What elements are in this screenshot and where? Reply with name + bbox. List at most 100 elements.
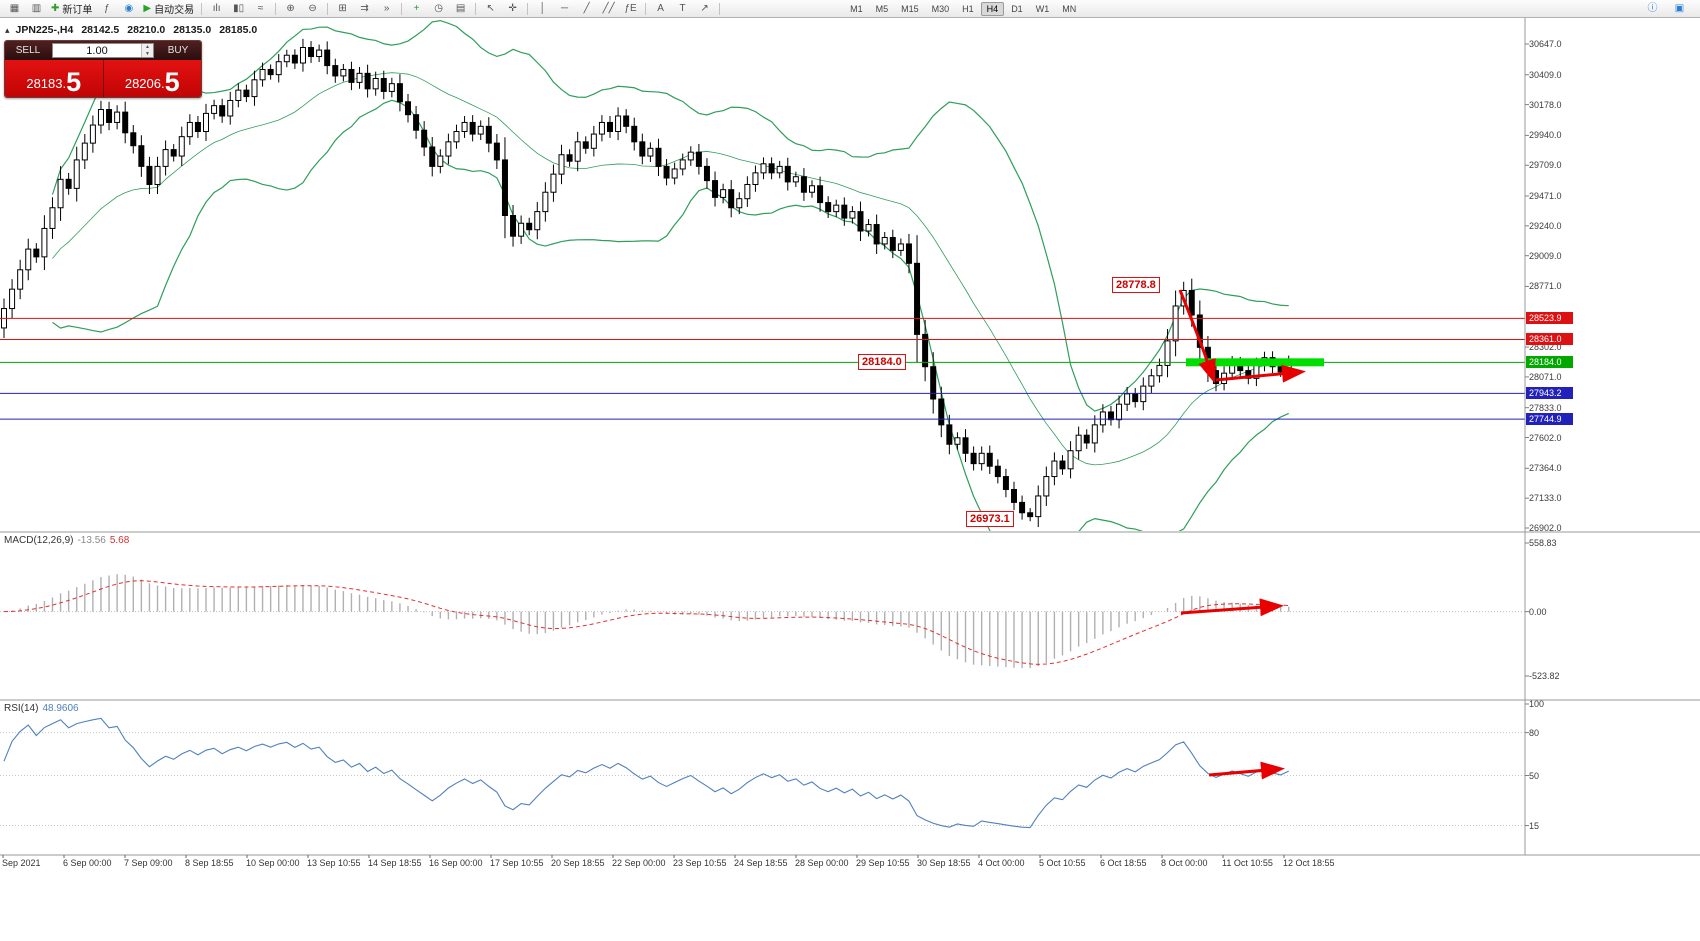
new-chart-icon[interactable]: ▦ [4,0,25,17]
time-axis-label: 28 Sep 00:00 [795,858,849,868]
mql-community-icon: ◉ [124,2,134,14]
bollinger-bands [51,19,1289,531]
timeframe-m5[interactable]: M5 [875,3,889,14]
timeframe-mn[interactable]: MN [1062,3,1077,14]
text-label-icon: T [679,2,686,14]
macd-signal-line [3,580,1289,665]
timeframe-w1[interactable]: W1 [1035,3,1050,14]
candlestick-chart-icon[interactable]: ▮▯ [228,0,249,17]
price-axis-tick: 29240.0 [1529,220,1562,231]
time-axis-label: 12 Oct 18:55 [1283,858,1335,868]
zoom-in-icon: ⊕ [286,2,295,14]
panels-icon[interactable]: ▣ [1669,0,1690,17]
new-order-button-label: 新订单 [62,5,93,16]
buy-button[interactable]: BUY [167,45,189,56]
timeframe-d1[interactable]: D1 [1011,3,1023,14]
toolbar-separator [275,2,277,15]
autotrading-button-label: 自动交易 [154,5,195,16]
indicators-icon: + [413,2,420,14]
toolbar-right-group: ⓘ ▣ [1642,0,1696,17]
price-axis-tick: 27364.0 [1529,463,1562,474]
vertical-line-icon[interactable]: │ [532,0,553,17]
price-annotation-label[interactable]: 28184.0 [858,354,906,370]
channel-icon[interactable]: ╱╱ [598,0,619,17]
sell-button[interactable]: SELL [15,45,41,56]
panels-icon: ▣ [1674,2,1685,14]
tile-windows-icon[interactable]: ⊞ [332,0,353,17]
bar-chart-icon[interactable]: ılı [206,0,227,17]
candlestick-chart-icon: ▮▯ [233,2,245,14]
time-axis-label: 30 Sep 18:55 [917,858,971,868]
time-axis-label: 5 Oct 10:55 [1039,858,1086,868]
autotrading-button[interactable]: ▶ 自动交易 [140,0,197,17]
time-axis-label: 20 Sep 18:55 [551,858,605,868]
trendline-icon[interactable]: ╱ [576,0,597,17]
trend-arrow[interactable] [1215,364,1306,383]
chart-shift-icon[interactable]: » [376,0,397,17]
macd-name: MACD(12,26,9) [4,535,74,546]
profiles-icon[interactable]: ▥ [26,0,47,17]
spin-down-icon[interactable]: ▼ [142,50,153,57]
timeframe-m1[interactable]: M1 [850,3,863,14]
text-label-icon[interactable]: T [672,0,693,17]
toolbar: ▦ ▥ ✚ 新订单 ƒ ◉ ▶ 自动交易 ılı ▮▯ ≈ ⊕ ⊖ ⊞ ⇉» + ◷ ▤ ↖ ✛ │ ─ ╱ ╱╱ ƒE A T ↗ M… [0,0,1700,18]
time-axis-label: 8 Sep 18:55 [185,858,234,868]
time-axis-label: 22 Sep 00:00 [612,858,666,868]
cursor-icon[interactable]: ↖ [480,0,501,17]
time-axis-label: 7 Sep 09:00 [124,858,173,868]
price-line-axis-label: 27943.2 [1526,387,1573,400]
one-click-toggle[interactable]: ▴ [5,24,10,35]
volume-input[interactable]: 1.00 ▲ ▼ [52,43,154,58]
macd-value-signal: 5.68 [109,535,130,546]
timeframe-m30[interactable]: M30 [931,3,950,14]
timeframe-group: M1 M5 M15 M30 H1 H4 D1 W1 MN [844,1,1082,16]
spin-up-icon[interactable]: ▲ [142,44,153,51]
timeframe-h1[interactable]: H1 [962,3,974,14]
time-axis-label: 11 Oct 10:55 [1222,858,1273,868]
auto-scroll-icon[interactable]: ⇉ [354,0,375,17]
sell-price-button[interactable]: 28183. 5 [5,60,104,97]
rsi-name: RSI(14) [4,703,39,714]
new-order-button[interactable]: ✚ 新订单 [48,0,95,17]
templates-icon[interactable]: ▤ [450,0,471,17]
periods-icon[interactable]: ◷ [428,0,449,17]
mql-community-icon[interactable]: ◉ [118,0,139,17]
zoom-out-icon[interactable]: ⊖ [302,0,323,17]
arrows-icon[interactable]: ↗ [694,0,715,17]
symbol-period-label: JPN225-,H4 [15,24,74,36]
time-axis-label: 16 Sep 00:00 [429,858,483,868]
price-line-axis-label: 28184.0 [1526,356,1573,369]
green-zone-band[interactable] [1186,358,1324,367]
toolbar-separator [201,2,203,15]
zoom-out-icon: ⊖ [308,2,317,14]
timeframe-m15[interactable]: M15 [901,3,919,14]
templates-icon: ▤ [455,2,466,14]
time-axis-label: 4 Oct 00:00 [978,858,1025,868]
trend-arrow[interactable] [1180,598,1284,617]
fibonacci-icon[interactable]: ƒE [620,0,641,17]
volume-spinner[interactable]: ▲ ▼ [141,44,153,57]
indicators-icon[interactable]: + [406,0,427,17]
price-annotation-label[interactable]: 28778.8 [1112,277,1160,293]
price-annotation-label[interactable]: 26973.1 [966,511,1014,527]
macd-indicator-label: MACD(12,26,9) -13.56 5.68 [4,535,129,546]
macd-axis-tick: 558.83 [1529,538,1557,548]
experts-icon[interactable]: ƒ [96,0,117,17]
zoom-in-icon[interactable]: ⊕ [280,0,301,17]
crosshair-icon[interactable]: ✛ [502,0,523,17]
price-axis-tick: 27602.0 [1529,432,1562,443]
toolbar-separator [527,2,529,15]
trend-arrow[interactable] [1178,289,1216,384]
price-hlines[interactable] [0,317,1525,420]
horizontal-line-icon[interactable]: ─ [554,0,575,17]
buy-price-button[interactable]: 28206. 5 [104,60,202,97]
annotation-arrows[interactable] [1178,289,1306,780]
trend-arrow[interactable] [1208,761,1285,780]
timeframe-h4[interactable]: H4 [980,1,1005,16]
time-axis-label: 6 Sep 00:00 [63,858,112,868]
text-icon[interactable]: A [650,0,671,17]
line-chart-icon[interactable]: ≈ [250,0,271,17]
macd-value-main: -13.56 [77,535,106,546]
help-icon[interactable]: ⓘ [1642,0,1663,17]
